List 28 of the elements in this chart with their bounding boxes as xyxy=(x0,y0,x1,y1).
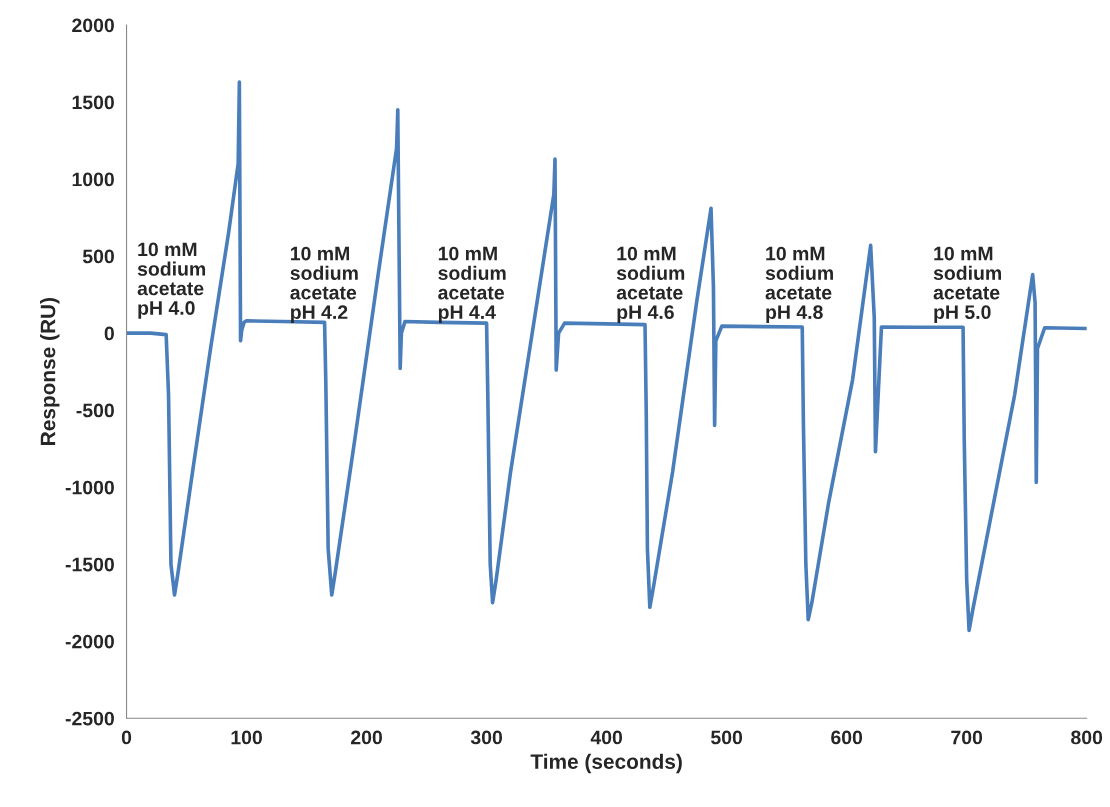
x-axis-title: Time (seconds) xyxy=(530,753,682,774)
annotation: 10 mM sodium acetate pH 4.8 xyxy=(765,246,833,323)
x-tick-label: 0 xyxy=(121,730,132,745)
y-tick-label: -2000 xyxy=(65,634,114,649)
line-series xyxy=(126,80,1087,633)
annotation: 10 mM sodium acetate pH 4.6 xyxy=(616,246,685,323)
x-tick-label: 700 xyxy=(951,730,983,745)
x-tick-label: 800 xyxy=(1071,730,1103,745)
y-tick-label: 2000 xyxy=(72,18,114,33)
y-tick-label: 500 xyxy=(82,249,114,264)
x-tick-label: 200 xyxy=(351,730,382,745)
x-tick-label: 600 xyxy=(831,730,863,745)
y-tick-label: -500 xyxy=(76,403,114,418)
y-tick-label: 0 xyxy=(104,326,114,341)
y-tick-label: 1000 xyxy=(72,172,114,187)
y-tick-label: -1500 xyxy=(65,557,114,572)
y-axis-title: Response (RU) xyxy=(40,297,60,445)
x-tick-label: 300 xyxy=(470,730,503,745)
annotation: 10 mM sodium acetate pH 4.0 xyxy=(137,242,206,319)
x-tick-label: 500 xyxy=(711,730,743,745)
y-tick-label: -1000 xyxy=(65,480,114,495)
x-tick-label: 100 xyxy=(231,730,262,745)
y-tick-label: 1500 xyxy=(72,95,114,110)
annotation: 10 mM sodium acetate pH 4.2 xyxy=(290,246,358,323)
x-tick-label: 400 xyxy=(590,730,623,745)
annotation: 10 mM sodium acetate pH 4.4 xyxy=(438,246,506,323)
y-tick-label: -2500 xyxy=(65,711,114,726)
annotation: 10 mM sodium acetate pH 5.0 xyxy=(933,246,1001,323)
